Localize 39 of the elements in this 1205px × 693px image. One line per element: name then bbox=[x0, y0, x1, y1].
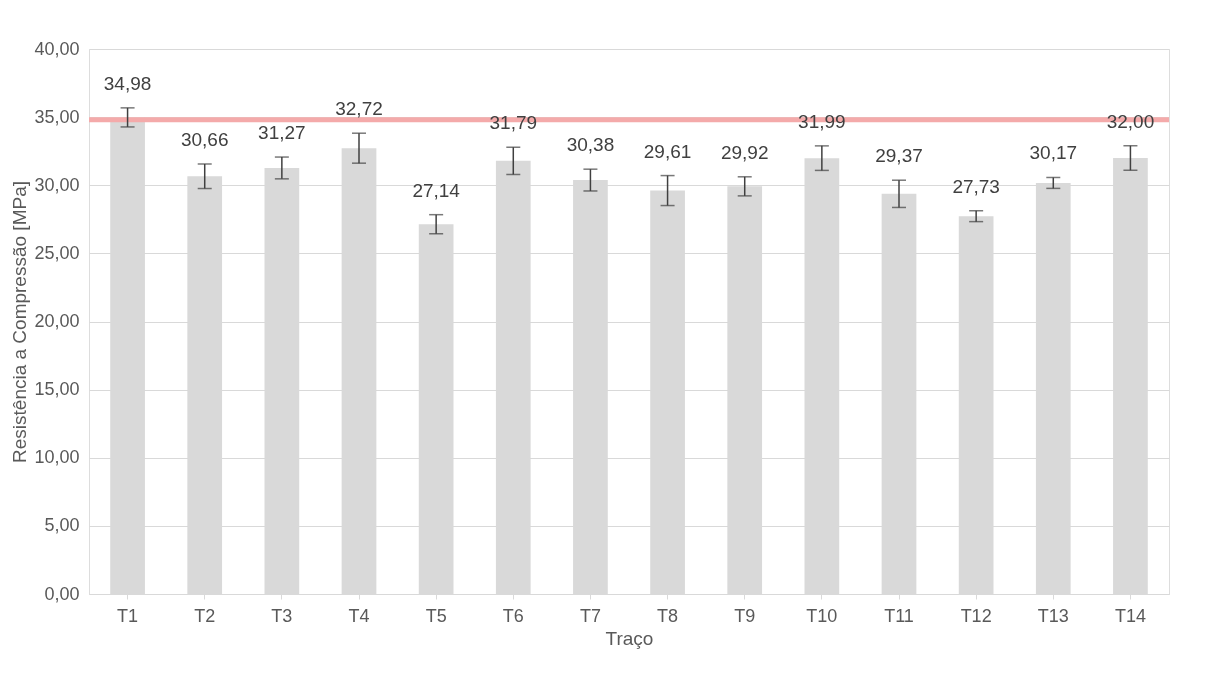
y-tick-label: 25,00 bbox=[34, 242, 80, 263]
x-tick-label: T3 bbox=[271, 605, 293, 626]
data-label: 27,73 bbox=[952, 175, 1000, 197]
x-tick-label: T7 bbox=[579, 605, 601, 626]
x-tick-label: T6 bbox=[502, 605, 524, 626]
x-tick-label: T4 bbox=[348, 605, 370, 626]
data-label: 31,99 bbox=[798, 110, 846, 132]
data-label: 34,98 bbox=[103, 72, 152, 94]
data-label: 29,37 bbox=[875, 145, 923, 167]
x-tick-label: T10 bbox=[806, 605, 838, 626]
data-label: 29,92 bbox=[720, 141, 769, 163]
data-label: 30,38 bbox=[566, 134, 615, 156]
x-tick-label: T8 bbox=[657, 605, 679, 626]
data-label: 32,72 bbox=[335, 98, 383, 120]
data-label: 27,14 bbox=[412, 179, 461, 201]
x-tick-label: T9 bbox=[734, 605, 756, 626]
y-tick-label: 10,00 bbox=[34, 447, 80, 468]
x-tick-label: T1 bbox=[117, 605, 139, 626]
y-tick-label: 40,00 bbox=[34, 38, 80, 59]
x-tick-label: T14 bbox=[1114, 605, 1146, 626]
y-tick-label: 15,00 bbox=[34, 379, 80, 400]
y-tick-label: 20,00 bbox=[34, 311, 80, 331]
x-tick-label: T13 bbox=[1037, 605, 1069, 626]
y-tick-label: 30,00 bbox=[34, 174, 80, 195]
x-tick-label: T2 bbox=[194, 605, 216, 626]
data-label: 31,79 bbox=[489, 112, 538, 134]
x-axis-title: Traço bbox=[605, 627, 654, 649]
data-label: 30,66 bbox=[180, 128, 229, 150]
y-axis-title: Resistência a Compressão [MPa] bbox=[9, 181, 31, 463]
x-tick-label: T11 bbox=[884, 605, 914, 626]
y-tick-label: 5,00 bbox=[44, 515, 80, 536]
data-label: 30,17 bbox=[1029, 142, 1078, 164]
y-tick-label: 0,00 bbox=[44, 583, 80, 604]
data-label: 29,61 bbox=[643, 140, 692, 162]
x-tick-label: T12 bbox=[960, 605, 992, 626]
data-label: 31,27 bbox=[258, 122, 306, 144]
x-tick-label: T5 bbox=[425, 605, 447, 626]
y-tick-label: 35,00 bbox=[34, 106, 80, 127]
data-label: 32,00 bbox=[1106, 110, 1155, 132]
